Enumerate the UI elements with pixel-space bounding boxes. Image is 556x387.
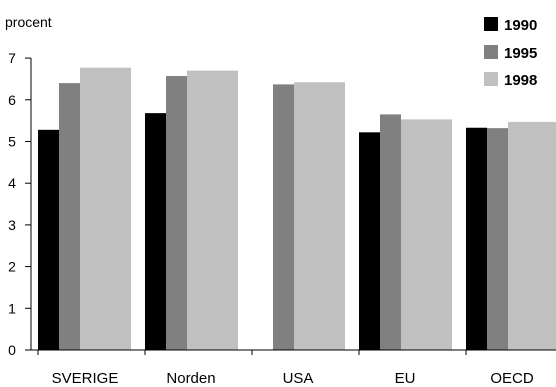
x-tick-label: OECD (490, 370, 534, 387)
y-axis: 0 1 2 3 4 5 6 7 (8, 50, 31, 358)
bar-1990-norden (145, 113, 166, 350)
legend-swatch-1995 (484, 45, 498, 59)
bars-group (38, 67, 556, 351)
legend-swatch-1990 (484, 17, 498, 31)
x-tick-label: USA (283, 370, 314, 387)
y-tick-label: 2 (8, 259, 16, 275)
legend-label-1998: 1998 (504, 72, 537, 89)
bar-1995-norden (166, 76, 187, 350)
x-axis: SVERIGE Norden USA EU OECD (37, 350, 534, 387)
bar-1998-oecd (508, 121, 556, 350)
x-tick-label: EU (395, 370, 416, 387)
y-tick-label: 6 (8, 92, 16, 108)
bar-1990-sverige (38, 129, 59, 350)
y-tick-label: 0 (8, 342, 16, 358)
bar-1995-sverige (59, 83, 80, 351)
x-tick-label: Norden (166, 370, 215, 387)
bar-1998-norden (187, 70, 238, 351)
y-tick-label: 5 (8, 134, 16, 150)
y-tick-label: 3 (8, 217, 16, 233)
bar-1990-oecd (466, 127, 487, 350)
y-tick-label: 7 (8, 50, 16, 66)
x-tick-label: SVERIGE (52, 370, 119, 387)
legend-swatch-1998 (484, 72, 498, 86)
bar-1995-eu (380, 114, 401, 351)
bar-1998-eu (401, 119, 452, 350)
y-tick-label: 1 (8, 300, 16, 316)
bar-1990-eu (359, 132, 380, 350)
legend-label-1995: 1995 (504, 45, 537, 62)
bar-1995-usa (273, 84, 294, 350)
bar-1995-oecd (487, 128, 508, 350)
bar-1998-usa (294, 82, 345, 350)
legend: 1990 1995 1998 (484, 17, 537, 89)
legend-label-1990: 1990 (504, 17, 537, 34)
y-axis-label: procent (5, 14, 52, 30)
bar-1998-sverige (80, 67, 131, 350)
y-tick-label: 4 (8, 175, 16, 191)
